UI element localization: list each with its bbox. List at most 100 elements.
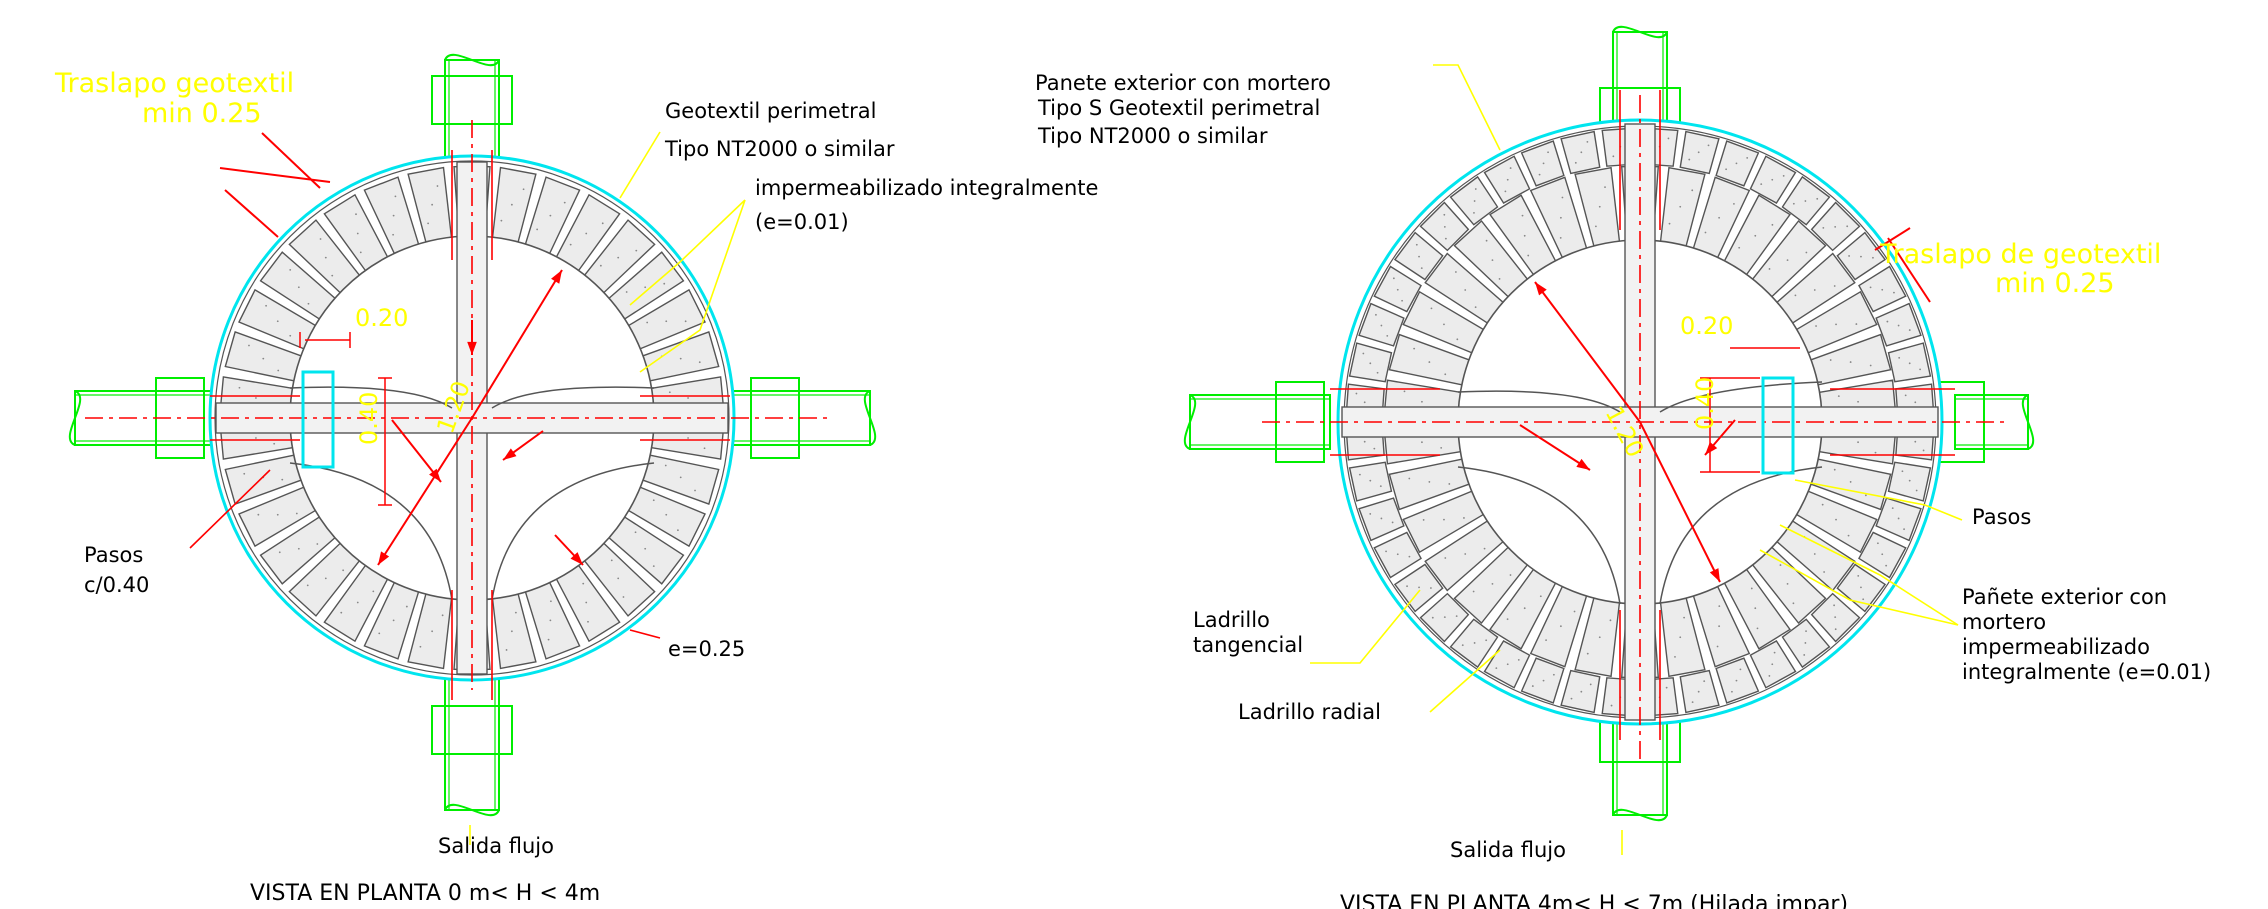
mortar-dot	[1834, 225, 1837, 228]
mortar-dot	[1718, 605, 1721, 608]
mortar-dot	[1849, 361, 1852, 363]
mortar-dot	[392, 619, 395, 622]
mortar-dot	[677, 529, 679, 532]
mortar-dot	[1771, 178, 1774, 181]
mortar-dot	[1498, 278, 1501, 280]
mortar-dot	[644, 547, 647, 550]
mortar-dot	[510, 203, 513, 206]
mortar-dot	[1881, 553, 1884, 556]
mortar-dot	[355, 213, 357, 216]
diameter-arrow-down-head	[378, 551, 390, 565]
overlap-dim-bar	[219, 167, 331, 183]
mortar-dot	[1443, 323, 1445, 326]
mortar-dot	[431, 630, 434, 633]
mortar-dot	[1472, 590, 1475, 593]
mortar-dot	[1418, 255, 1420, 258]
right-render-line3: Tipo NT2000 o similar	[1037, 124, 1268, 148]
mortar-dot	[359, 251, 362, 254]
mortar-dot	[1444, 237, 1447, 240]
mortar-dot	[1559, 236, 1562, 239]
left-waterproof-line2: (e=0.01)	[755, 210, 849, 234]
mortar-dot	[1379, 485, 1382, 488]
mortar-dot	[617, 577, 620, 580]
mortar-dot	[1754, 607, 1757, 610]
diameter-arrow-down	[377, 417, 473, 566]
mortar-dot	[1771, 223, 1774, 226]
mortar-dot	[356, 232, 359, 235]
mortar-dot	[684, 320, 687, 323]
mortar-dot	[1380, 324, 1383, 327]
waterproof-leader-1	[629, 199, 746, 306]
mortar-dot	[427, 222, 430, 225]
mortar-dot	[1760, 183, 1763, 186]
mortar-dot	[1443, 518, 1445, 521]
west-pipe-end	[68, 390, 82, 446]
mortar-dot	[1901, 470, 1904, 473]
mortar-dot	[1786, 259, 1789, 262]
mortar-dot	[1355, 392, 1358, 395]
mortar-dot	[1418, 586, 1420, 589]
mortar-dot	[1612, 155, 1615, 158]
mortar-dot	[1448, 483, 1451, 485]
mortar-dot	[1415, 243, 1418, 246]
mortar-dot	[1421, 441, 1423, 444]
mortar-dot	[1443, 213, 1446, 216]
geotextile-leader	[619, 131, 661, 199]
mortar-dot	[273, 442, 276, 445]
mortar-dot	[679, 476, 682, 479]
mortar-dot	[1786, 582, 1789, 585]
mortar-dot	[1531, 685, 1534, 687]
mortar-dot	[1552, 673, 1555, 676]
mortar-dot	[1771, 663, 1774, 666]
mortar-dot	[634, 531, 637, 534]
right-dim-020: 0.20	[1680, 312, 1733, 340]
mortar-dot	[601, 222, 604, 225]
mortar-dot	[1598, 636, 1601, 639]
mortar-dot	[610, 559, 613, 562]
mortar-dot	[1473, 212, 1475, 214]
bench-curve-nw	[289, 386, 453, 409]
mortar-dot	[1363, 440, 1366, 443]
mortar-dot	[1422, 519, 1425, 521]
mortar-dot	[1750, 587, 1753, 590]
mortar-dot	[1897, 324, 1900, 327]
mortar-dot	[278, 551, 281, 554]
mortar-dot	[1610, 704, 1613, 707]
tangential-brick	[1348, 461, 1393, 502]
mortar-dot	[1369, 362, 1372, 365]
tangential-brick	[1679, 669, 1720, 714]
mortar-dot	[1521, 214, 1524, 217]
diameter-arrow-down	[1639, 421, 1721, 583]
mortar-dot	[1580, 151, 1583, 154]
bench-curve-nw	[1457, 390, 1621, 413]
mortar-dot	[1688, 158, 1691, 161]
mortar-dot	[1595, 225, 1597, 228]
mortar-dot	[1855, 323, 1858, 325]
tangential-brick	[1348, 342, 1393, 383]
mortar-dot	[419, 645, 422, 648]
mortar-dot	[297, 286, 300, 289]
mortar-dot	[1679, 636, 1682, 639]
mortar-dot	[1464, 289, 1467, 291]
mortar-dot	[1881, 288, 1884, 291]
mortar-dot	[1545, 639, 1547, 642]
mortar-dot	[698, 361, 701, 364]
mortar-dot	[1428, 361, 1431, 363]
mortar-dot	[331, 274, 334, 277]
render-leader	[1433, 64, 1501, 151]
mortar-dot	[1386, 334, 1389, 337]
tangential-brick	[1560, 669, 1601, 714]
mortar-dot	[1718, 216, 1721, 219]
diameter-arrow-up	[471, 269, 563, 419]
right-render2-line4: integralmente (e=0.01)	[1962, 660, 2211, 684]
right-manhole-geometry	[1183, 25, 2035, 855]
mortar-dot	[1443, 225, 1446, 228]
mortar-dot	[1738, 246, 1741, 249]
mortar-dot	[1538, 173, 1541, 176]
mortar-dot	[324, 256, 327, 259]
mortar-dot	[652, 499, 655, 502]
mortar-dot	[1380, 517, 1383, 520]
mortar-dot	[255, 397, 257, 399]
right-steps-label: Pasos	[1972, 505, 2031, 529]
mortar-dot	[1444, 373, 1447, 376]
